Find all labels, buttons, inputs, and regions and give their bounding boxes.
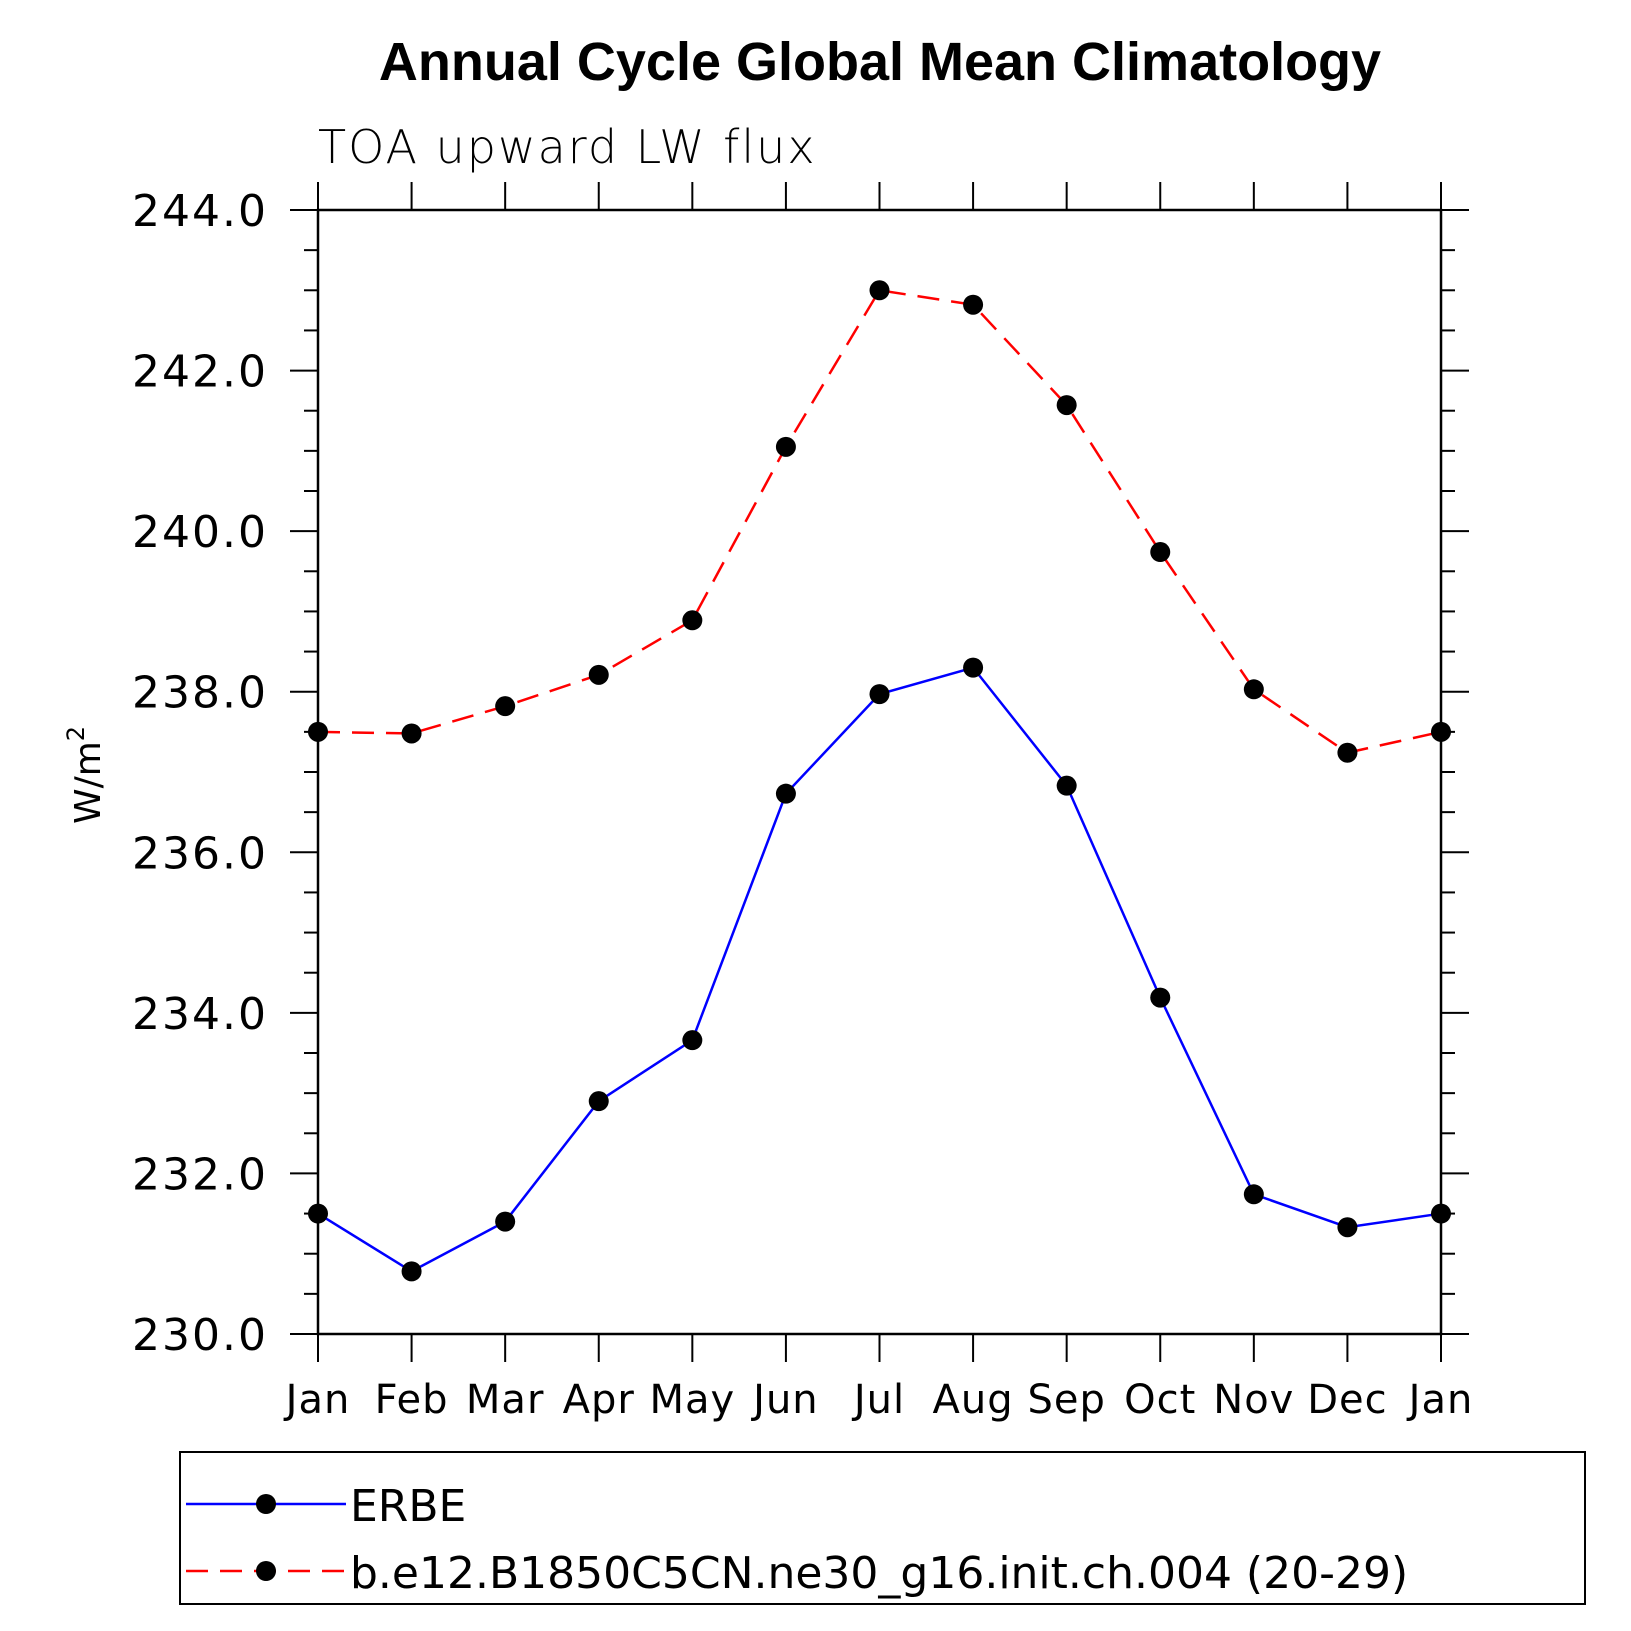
x-tick-label: May (649, 1377, 735, 1423)
legend-marker-erbe (256, 1494, 276, 1514)
series-1-point (682, 610, 703, 631)
series-1-point (869, 280, 890, 301)
series-1-point (401, 723, 422, 744)
series-0-point (495, 1211, 516, 1232)
series-1-point (963, 294, 984, 315)
series-1-point (775, 436, 796, 457)
axes (290, 182, 1469, 1362)
x-tick-labels: Jan Feb Mar Apr May Jun Jul Aug Sep Oct Nov Dec Jan (283, 1377, 1474, 1423)
x-tick-label: Oct (1124, 1377, 1196, 1423)
legend-box (179, 1451, 1586, 1605)
x-tick-label: Feb (375, 1377, 449, 1423)
legend: ERBE b.e12.B1850C5CN.ne30_g16.init.ch.00… (179, 1451, 1586, 1605)
y-axis-label-superscript: 2 (62, 726, 90, 741)
svg-text:W/m2: W/m2 (62, 726, 109, 824)
series-line-0 (317, 666, 1442, 1273)
x-tick-label: Jun (750, 1377, 819, 1423)
series-0-point (588, 1091, 609, 1112)
series-0-point (401, 1261, 422, 1282)
legend-marker-model (256, 1561, 276, 1581)
series-0-point (963, 657, 984, 678)
series-1-point (1056, 395, 1077, 416)
y-tick-label: 234.0 (132, 989, 268, 1040)
x-tick-label: Jul (851, 1377, 905, 1423)
series-0-point (1337, 1217, 1358, 1238)
x-tick-label: Apr (563, 1377, 635, 1423)
series-1-point (495, 696, 516, 717)
y-tick-label: 240.0 (132, 507, 268, 558)
x-tick-label: Dec (1307, 1377, 1387, 1423)
series-line-1 (317, 288, 1442, 755)
series-1-point (1337, 742, 1358, 763)
y-tick-labels: 230.0 232.0 234.0 236.0 238.0 240.0 242.0 244.0 (132, 186, 268, 1361)
legend-label-erbe: ERBE (350, 1481, 466, 1532)
x-tick-label: Aug (933, 1377, 1014, 1423)
series-1-point (1150, 542, 1171, 563)
series-1-point (308, 721, 328, 742)
x-tick-label: Mar (466, 1377, 544, 1423)
x-tick-label: Nov (1213, 1377, 1294, 1423)
series-0-point (1431, 1203, 1451, 1224)
series-0-point (1056, 775, 1077, 796)
x-tick-label: Jan (283, 1377, 351, 1423)
series-0-point (682, 1030, 703, 1051)
series-1-point (588, 664, 609, 685)
x-tick-label: Sep (1027, 1377, 1105, 1423)
series-0-point (1150, 987, 1171, 1008)
series-layer (308, 280, 1451, 1282)
series-0-point (1243, 1184, 1264, 1205)
plot-frame (316, 208, 1443, 1336)
legend-label-model: b.e12.B1850C5CN.ne30_g16.init.ch.004 (20… (350, 1548, 1408, 1599)
y-tick-label: 232.0 (132, 1149, 268, 1200)
chart-subtitle: TOA upward LW flux (318, 120, 817, 174)
y-tick-label: 242.0 (132, 347, 268, 398)
series-0-point (775, 783, 796, 804)
series-1-point (1431, 721, 1451, 742)
chart-title: Annual Cycle Global Mean Climatology (379, 32, 1381, 92)
y-axis-label: W/m2 (62, 726, 109, 824)
y-tick-label: 244.0 (132, 186, 268, 237)
y-axis-label-text: W/m (68, 741, 109, 824)
y-tick-label: 236.0 (132, 828, 268, 879)
y-tick-label: 238.0 (132, 668, 268, 719)
y-tick-label: 230.0 (132, 1310, 268, 1361)
series-0-point (308, 1203, 328, 1224)
series-0-point (869, 684, 890, 705)
x-tick-label: Jan (1406, 1377, 1474, 1423)
series-1-point (1243, 679, 1264, 700)
